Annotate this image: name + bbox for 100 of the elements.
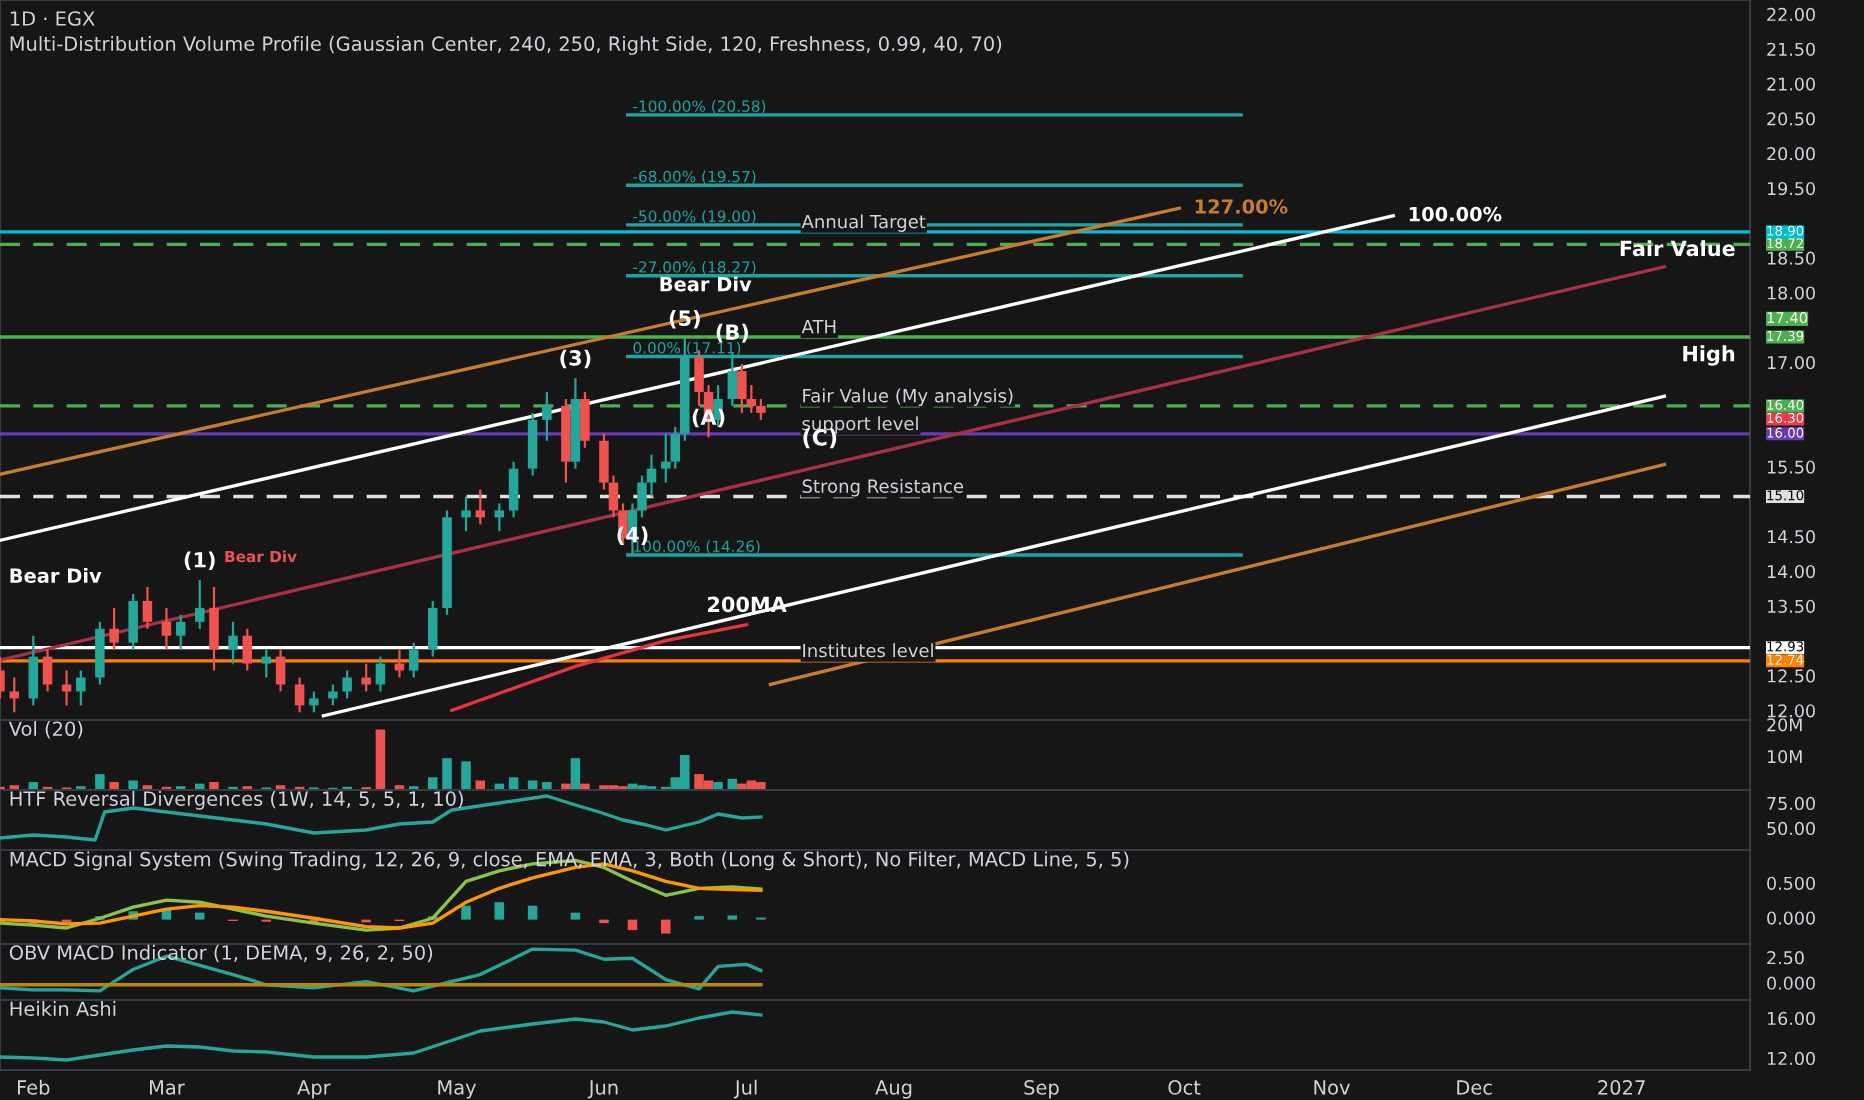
candlestick <box>408 641 419 679</box>
y-tick-label: 21.00 <box>1767 77 1815 91</box>
bar <box>209 782 219 790</box>
bar <box>95 774 105 790</box>
candlestick <box>209 585 219 672</box>
ref-line-label: Fair Value (My analysis) <box>803 388 1013 406</box>
bar <box>713 782 723 790</box>
candlestick <box>275 648 286 693</box>
ref-line-label: Annual Target <box>801 214 926 232</box>
candlestick <box>194 578 205 630</box>
x-tick-label: Dec <box>1457 1080 1492 1095</box>
candlestick <box>494 502 505 533</box>
y-tick-label: 75.00 <box>1767 796 1815 811</box>
bar <box>461 905 471 920</box>
candlestick <box>28 634 39 707</box>
candlestick <box>261 648 272 679</box>
chart-title: HTF Reversal Divergences (1W, 14, 5, 5, 1, 10) <box>10 790 463 810</box>
ref-line-label: ATH <box>801 320 836 334</box>
annotation: High <box>1683 345 1735 366</box>
candlestick <box>142 585 153 630</box>
y-tick-label: 50.00 <box>1767 821 1815 836</box>
bar <box>570 912 581 920</box>
bar <box>109 782 119 790</box>
candlestick <box>42 648 53 693</box>
bar <box>661 919 671 934</box>
candlestick <box>9 676 20 714</box>
candlestick <box>309 690 319 714</box>
ref-line-label: Strong Resistance <box>802 479 964 497</box>
x-tick-label: 2027 <box>1598 1080 1645 1095</box>
line-series <box>0 794 763 842</box>
candlestick <box>76 669 86 707</box>
bar <box>194 912 205 920</box>
y-tick-label: 0.000 <box>1767 976 1815 990</box>
candlestick <box>128 592 138 651</box>
chart-title: Heikin Ashi <box>10 1001 116 1017</box>
candlestick <box>461 495 471 533</box>
y-tick-label: 12.00 <box>1767 704 1815 718</box>
bar <box>461 761 471 790</box>
bar <box>494 902 505 920</box>
bar <box>527 905 538 920</box>
candlestick <box>756 397 766 421</box>
candlestick <box>475 488 486 526</box>
y-tick-label: 20.00 <box>1767 147 1815 161</box>
candlestick <box>161 606 172 651</box>
y-tick-label: 14.50 <box>1767 530 1815 544</box>
candlestick <box>328 683 338 707</box>
x-tick-label: Mar <box>150 1080 185 1095</box>
candlestick <box>294 676 305 714</box>
bar <box>627 919 638 931</box>
candlestick <box>175 613 186 651</box>
line-series <box>0 947 763 993</box>
bar <box>442 758 452 790</box>
candlestick <box>542 390 552 442</box>
candlestick <box>342 669 352 700</box>
y-tick-label: 0.500 <box>1767 876 1815 890</box>
candlestick <box>580 390 590 449</box>
y-tick-label: 18.00 <box>1767 286 1815 300</box>
candlestick <box>427 599 438 658</box>
bar <box>375 729 386 790</box>
candlestick <box>737 363 747 415</box>
x-tick-label: Jun <box>587 1080 618 1099</box>
x-tick-label: May <box>438 1080 477 1099</box>
chart-title: OBV MACD Indicator (1, DEMA, 9, 26, 2, 50) <box>9 944 433 963</box>
y-tick-label: 10M <box>1767 750 1802 764</box>
y-tick-label: 12.00 <box>1767 1051 1815 1066</box>
y-tick-label: 16.00 <box>1767 1011 1815 1026</box>
annotation: (1) <box>184 551 215 571</box>
line-series <box>450 622 749 712</box>
y-tick-label: 21.50 <box>1767 42 1815 56</box>
x-tick-label: Oct <box>1168 1080 1201 1095</box>
y-tick-label: 13.50 <box>1767 599 1815 613</box>
candlestick <box>375 655 386 693</box>
y-tick-label: 12.50 <box>1767 669 1815 683</box>
x-tick-label: Jul <box>733 1079 757 1099</box>
x-tick-label: Sep <box>1024 1080 1059 1099</box>
y-tick-label: 22.00 <box>1767 7 1815 22</box>
candlestick <box>361 662 371 693</box>
y-tick-label: 20M <box>1767 718 1802 732</box>
y-tick-label: 19.50 <box>1767 181 1815 196</box>
x-tick-label: Feb <box>17 1079 50 1095</box>
chart-title: Vol (20) <box>8 721 83 739</box>
x-tick-label: Aug <box>875 1080 912 1099</box>
bar <box>570 758 581 790</box>
candlestick <box>61 669 72 707</box>
annotation: (3) <box>560 349 591 369</box>
ref-line-label: Institutes level <box>803 643 933 658</box>
y-tick-label: 18.50 <box>1767 251 1815 265</box>
x-tick-label: Apr <box>297 1080 331 1099</box>
y-tick-label: 20.50 <box>1767 112 1815 126</box>
series-label: 127.00% <box>1195 199 1288 214</box>
annotation: Bear Div <box>660 276 752 292</box>
y-tick-label: 0.000 <box>1767 911 1815 925</box>
annotation: Fair Value <box>1620 240 1735 257</box>
bar <box>542 782 552 790</box>
annotation: Bear Div <box>10 567 102 584</box>
text: 1D · EGX <box>10 11 95 26</box>
bar <box>427 777 438 790</box>
y-tick-label: 14.00 <box>1767 564 1815 579</box>
candlestick <box>242 627 253 672</box>
bar <box>128 780 138 790</box>
